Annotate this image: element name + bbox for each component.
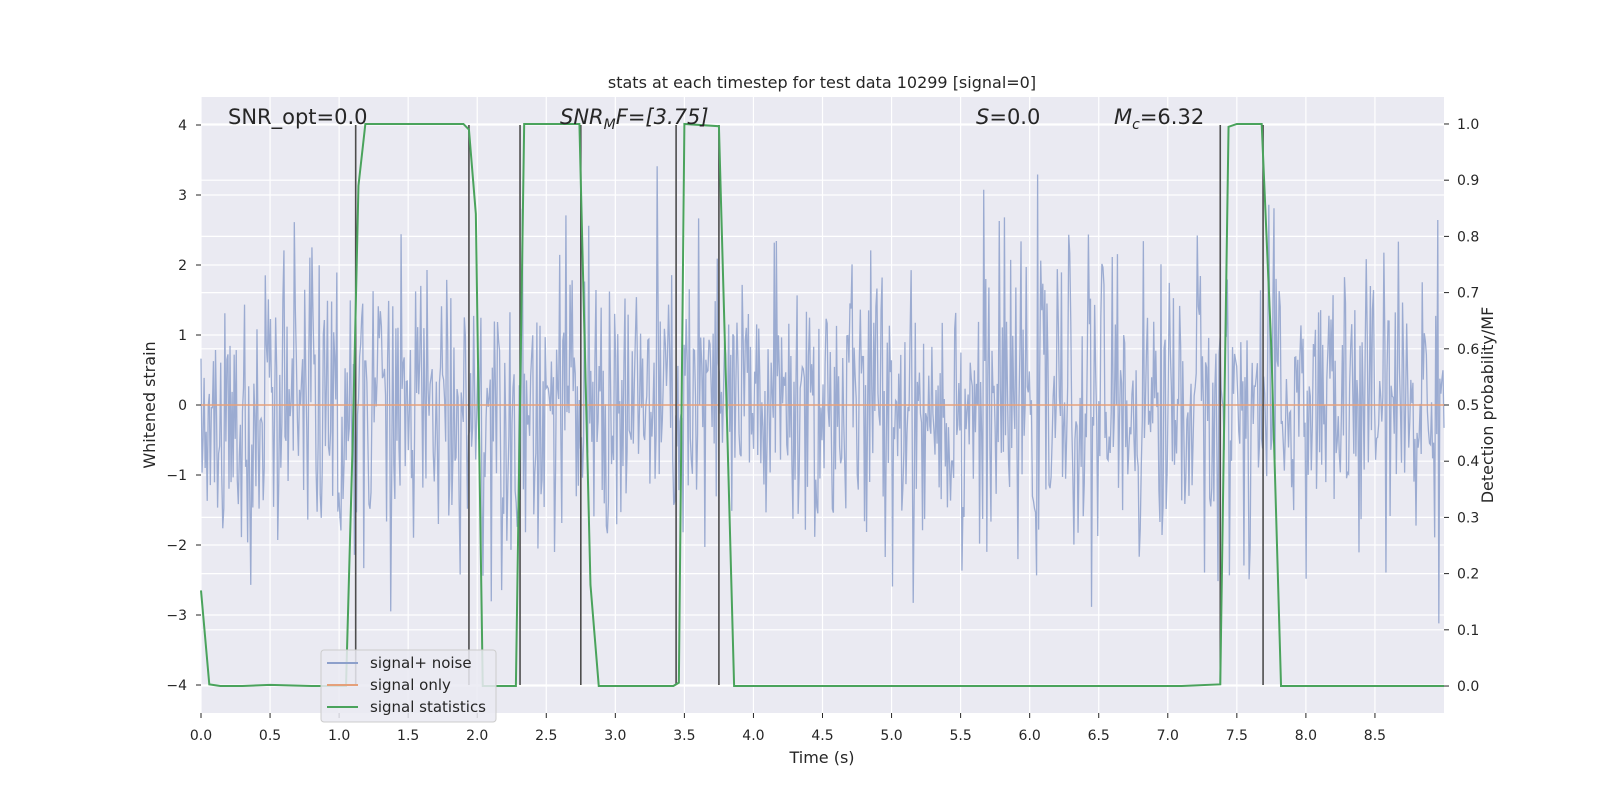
- y2-axis-title: Detection probability/MF: [1478, 307, 1497, 504]
- vertical-markers: [354, 125, 1264, 685]
- y-tick-label: −4: [166, 678, 187, 694]
- legend-label-signal-statistics: signal statistics: [370, 698, 486, 716]
- x-tick-label: 6.0: [1019, 728, 1041, 744]
- y2-tick-label: 1.0: [1457, 117, 1479, 133]
- y2-tick-label: 0.5: [1457, 398, 1479, 414]
- legend-label-signal-only: signal only: [370, 676, 451, 694]
- y2-tick-label: 0.6: [1457, 342, 1479, 358]
- x-tick-label: 8.5: [1364, 728, 1386, 744]
- x-axis: 0.0 0.5 1.0 1.5 2.0 2.5 3.0 3.5 4.0 4.5 5.0 5.5 6.0 6…: [190, 713, 1386, 744]
- y-tick-label: 1: [178, 328, 187, 344]
- y2-tick-label: 0.2: [1457, 567, 1479, 583]
- y-tick-label: −2: [166, 538, 187, 554]
- y2-tick-label: 0.7: [1457, 286, 1479, 302]
- x-tick-label: 2.0: [466, 728, 488, 744]
- x-tick-label: 5.0: [880, 728, 902, 744]
- y2-tick-label: 0.8: [1457, 229, 1479, 245]
- y-axis-title: Whitened strain: [140, 341, 159, 468]
- x-axis-title: Time (s): [788, 748, 854, 767]
- x-tick-label: 0.5: [259, 728, 281, 744]
- y2-tick-label: 0.3: [1457, 510, 1479, 526]
- y-tick-label: 3: [178, 188, 187, 204]
- x-tick-label: 3.0: [604, 728, 626, 744]
- chart-title: stats at each timestep for test data 102…: [608, 73, 1036, 92]
- legend-box: [320, 649, 497, 723]
- x-tick-label: 1.5: [397, 728, 419, 744]
- x-tick-label: 6.5: [1088, 728, 1110, 744]
- y-tick-label: 2: [178, 258, 187, 274]
- x-tick-label: 1.0: [328, 728, 350, 744]
- x-tick-label: 4.0: [742, 728, 764, 744]
- y2-tick-label: 0.0: [1457, 679, 1479, 695]
- x-tick-label: 3.5: [673, 728, 695, 744]
- x-tick-label: 0.0: [190, 728, 212, 744]
- x-tick-label: 2.5: [535, 728, 557, 744]
- annotation-mc: Mc=6.32: [1114, 105, 1204, 133]
- noise-line: [200, 166, 1445, 624]
- y-tick-label: −3: [166, 608, 187, 624]
- legend-label-noise: signal+ noise: [370, 654, 472, 672]
- y2-tick-label: 0.1: [1457, 623, 1479, 639]
- y-axis: −4 −3 −2 −1 0 1 2 3 4: [166, 118, 201, 694]
- annotation-snr-mf: SNRMF=[3.75]: [560, 105, 709, 133]
- x-tick-label: 7.0: [1157, 728, 1179, 744]
- noise-series: [200, 166, 1445, 624]
- x-tick-label: 4.5: [811, 728, 833, 744]
- annotation-snr-opt: SNR_opt=0.0: [228, 105, 368, 130]
- y2-axis: 0.0 0.1 0.2 0.3 0.4 0.5 0.6 0.7 0.8 0.9 1.0: [1444, 117, 1479, 695]
- x-tick-label: 8.0: [1295, 728, 1317, 744]
- y-tick-label: 4: [178, 118, 187, 134]
- legend: signal+ noise signal only signal statist…: [320, 649, 497, 723]
- y-tick-label: −1: [166, 468, 187, 484]
- y2-tick-label: 0.4: [1457, 454, 1479, 470]
- annotation-s: S=0.0: [976, 105, 1040, 129]
- y2-tick-label: 0.9: [1457, 173, 1479, 189]
- y-tick-label: 0: [178, 398, 187, 414]
- x-tick-label: 7.5: [1226, 728, 1248, 744]
- x-tick-label: 5.5: [949, 728, 971, 744]
